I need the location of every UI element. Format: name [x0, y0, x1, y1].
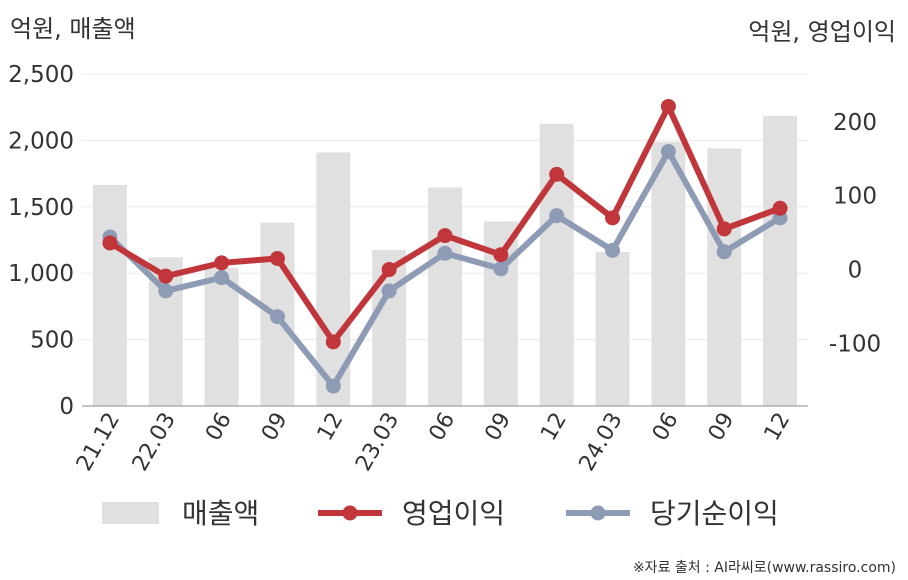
x-tick-label: 22.03 — [128, 409, 181, 476]
revenue-bar — [707, 148, 742, 407]
x-tick-label: 06 — [201, 409, 237, 446]
x-tick-label: 09 — [480, 409, 516, 446]
x-axis-ticks: 21.12 22.03 06 09 12 23.03 06 09 12 24.03 06 09 12 — [72, 409, 795, 476]
right-tick-label: 200 — [833, 110, 877, 136]
operating-profit-point — [549, 166, 565, 182]
net-income-point — [549, 208, 565, 224]
operating-profit-point — [605, 210, 621, 226]
revenue-bar — [763, 115, 798, 406]
operating-profit-point — [493, 247, 509, 263]
operating-profit-point — [716, 221, 732, 237]
right-axis-unit: 억원, 영업이익 — [748, 18, 896, 46]
x-tick-label: 06 — [648, 409, 684, 446]
left-tick-label: 1,000 — [8, 261, 74, 287]
x-tick-label: 09 — [704, 409, 740, 446]
left-tick-label: 2,000 — [8, 128, 74, 154]
revenue-bars — [92, 115, 798, 407]
operating-profit-point — [381, 262, 397, 278]
net-income-point — [325, 378, 341, 394]
left-axis-ticks: 0 500 1,000 1,500 2,000 2,500 — [8, 62, 74, 420]
right-tick-label: 100 — [833, 184, 877, 210]
right-axis-ticks: -100 0 100 200 — [829, 110, 881, 357]
legend-label: 당기순이익 — [650, 497, 779, 530]
operating-profit-point — [158, 268, 174, 284]
revenue-bar — [204, 267, 239, 406]
net-income-point — [437, 245, 453, 261]
revenue-bar — [651, 141, 686, 406]
left-tick-label: 0 — [59, 394, 74, 420]
operating-profit-point — [437, 228, 453, 244]
net-income-point — [605, 242, 621, 258]
left-tick-label: 1,500 — [8, 195, 74, 221]
right-tick-label: -100 — [829, 331, 881, 357]
legend-label: 매출액 — [182, 497, 259, 530]
left-tick-label: 2,500 — [8, 62, 74, 88]
net-income-point — [269, 309, 285, 325]
net-income-point — [493, 261, 509, 277]
right-tick-label: 0 — [848, 258, 863, 284]
revenue-bar — [539, 123, 574, 407]
x-tick-label: 23.03 — [351, 409, 404, 476]
x-tick-label: 12 — [536, 409, 572, 446]
revenue-bar — [595, 251, 630, 406]
legend: 매출액 영업이익 당기순이익 — [102, 497, 779, 530]
operating-profit-point — [660, 98, 676, 114]
x-tick-label: 12 — [760, 409, 796, 446]
net-income-point — [214, 270, 230, 286]
revenue-bar — [92, 184, 127, 406]
x-tick-label: 12 — [313, 409, 349, 446]
legend-swatch-revenue — [102, 502, 159, 524]
source-note: ※자료 출처 : AI라씨로(www.rassiro.com) — [633, 560, 896, 576]
x-tick-label: 21.12 — [72, 409, 125, 476]
x-tick-label: 09 — [257, 409, 293, 446]
revenue-bar — [428, 187, 462, 406]
operating-profit-point — [269, 250, 285, 266]
operating-profit-point — [214, 255, 230, 271]
net-income-point — [660, 143, 676, 159]
net-income-point — [381, 283, 397, 299]
operating-profit-point — [102, 235, 118, 251]
net-income-point — [716, 244, 732, 260]
x-tick-label: 24.03 — [575, 409, 628, 476]
left-tick-label: 500 — [30, 328, 74, 354]
legend-marker-net-income — [590, 505, 606, 521]
net-income-point — [158, 283, 174, 299]
profit-lines — [102, 98, 788, 394]
left-axis-unit: 억원, 매출액 — [10, 15, 136, 43]
operating-profit-point — [772, 200, 788, 216]
legend-marker-operating-profit — [342, 505, 358, 521]
x-tick-label: 06 — [425, 409, 461, 446]
legend-label: 영업이익 — [402, 497, 505, 530]
operating-profit-point — [325, 334, 341, 350]
